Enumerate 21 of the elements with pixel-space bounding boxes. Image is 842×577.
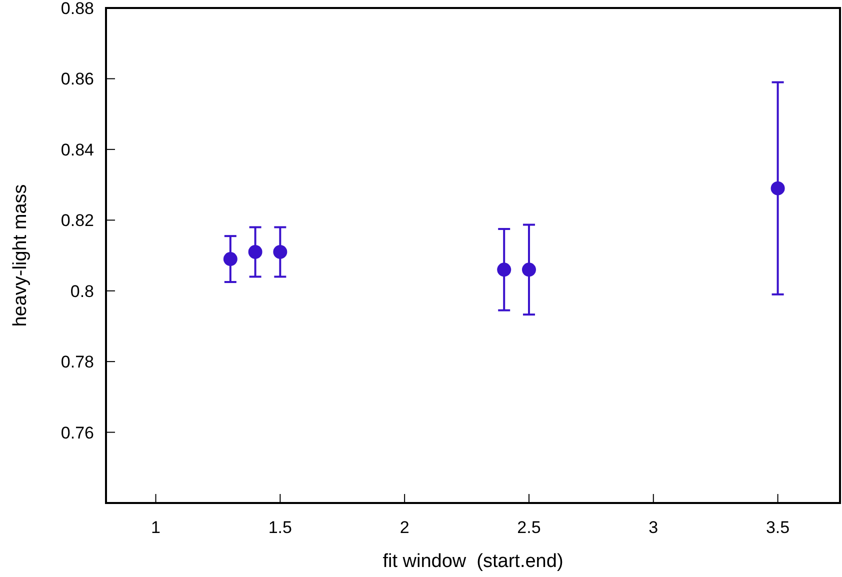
y-tick-label: 0.84 (60, 140, 94, 160)
y-tick-label: 0.86 (60, 70, 94, 89)
y-tick-label: 0.76 (60, 423, 94, 442)
point (497, 262, 512, 277)
point (273, 244, 288, 259)
point (770, 181, 785, 196)
point (223, 252, 238, 266)
x-tick-label: 2.5 (517, 518, 541, 537)
y-tick-label: 0.82 (60, 211, 94, 230)
x-tick-label: 1.5 (268, 518, 292, 537)
x-tick-label: 1 (151, 518, 160, 537)
y-tick-label: 0.88 (60, 0, 94, 18)
y-tick-label: 0.8 (70, 282, 94, 301)
point (248, 244, 262, 259)
x-tick-label: 3 (648, 518, 658, 537)
x-tick-label: 2 (400, 518, 410, 537)
x-axis-title: fit window (start.end) (382, 551, 564, 572)
y-axis-title: heavy-light mass (10, 184, 31, 327)
x-tick-label: 3.5 (766, 518, 790, 537)
point (522, 262, 536, 277)
y-tick-label: 0.78 (60, 352, 94, 372)
